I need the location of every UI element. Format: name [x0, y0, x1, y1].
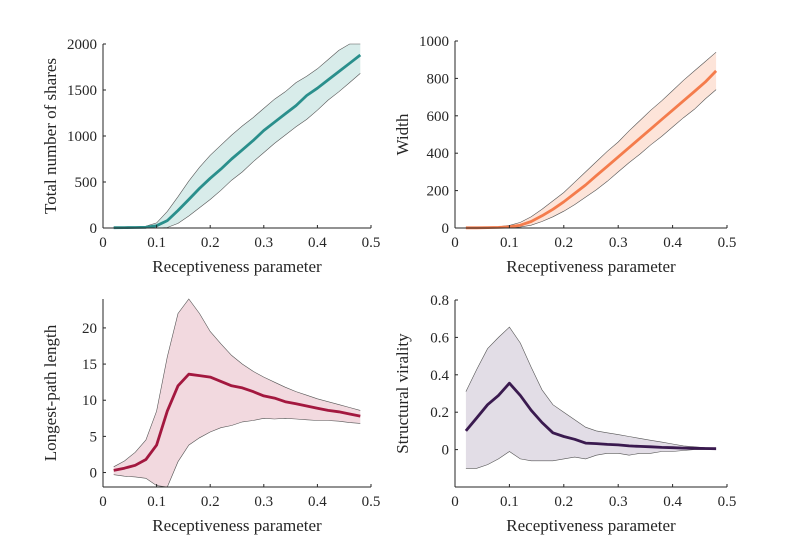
y-tick-label: 2000 — [67, 37, 97, 53]
x-tick-label: 0.4 — [663, 494, 682, 510]
x-tick-label: 0.3 — [609, 494, 628, 510]
x-tick-label: 0.1 — [500, 235, 519, 251]
y-tick-label: 0.6 — [430, 330, 449, 346]
x-tick-label: 0.2 — [201, 494, 220, 510]
x-tick-label: 0 — [451, 494, 459, 510]
x-tick-label: 0.2 — [554, 494, 573, 510]
x-tick-label: 0 — [99, 494, 107, 510]
x-tick-label: 0.5 — [362, 494, 381, 510]
x-tick-label: 0 — [451, 235, 459, 251]
x-tick-label: 0.2 — [554, 235, 573, 251]
x-tick-label: 0.4 — [663, 235, 682, 251]
band-upper-edge — [465, 326, 717, 449]
mean-line — [113, 53, 362, 230]
x-axis-label: Receptiveness parameter — [152, 257, 322, 276]
y-tick-label: 500 — [75, 175, 98, 191]
y-tick-label: 1500 — [67, 83, 97, 99]
x-axis-label: Receptiveness parameter — [152, 516, 322, 535]
y-tick-label: 0 — [90, 221, 98, 237]
y-tick-label: 0.4 — [430, 368, 449, 384]
x-tick-label: 0.1 — [147, 235, 166, 251]
x-tick-label: 0.5 — [362, 235, 381, 251]
x-tick-label: 0.3 — [254, 494, 273, 510]
x-tick-label: 0.1 — [500, 494, 519, 510]
x-tick-label: 0.4 — [308, 494, 327, 510]
y-tick-label: 10 — [82, 393, 97, 409]
band-lower-edge — [113, 417, 361, 488]
y-tick-label: 800 — [427, 71, 450, 87]
y-tick-label: 0.2 — [430, 405, 449, 421]
confidence-band — [113, 44, 361, 228]
y-axis-label: Structural virality — [393, 333, 412, 454]
y-tick-label: 15 — [82, 357, 97, 373]
panel-longest-path: 0 0.1 0.2 0.3 0.4 0.5 0 5 10 15 20 Receptiveness pa… — [41, 298, 381, 535]
y-axis-label: Width — [393, 113, 412, 155]
confidence-band — [465, 52, 717, 229]
x-tick-label: 0.3 — [609, 235, 628, 251]
band-upper-edge — [465, 51, 717, 228]
y-tick-label: 200 — [427, 184, 450, 200]
band-upper-edge — [113, 43, 361, 228]
x-tick-label: 0.3 — [254, 235, 273, 251]
y-tick-label: 600 — [427, 109, 450, 125]
panel-width: 0 0.1 0.2 0.3 0.4 0.5 0 200 400 600 800 1000 Recepti… — [393, 34, 736, 276]
x-tick-label: 0.2 — [201, 235, 220, 251]
band-lower-edge — [465, 449, 717, 469]
x-tick-label: 0.5 — [718, 235, 737, 251]
band-upper-edge — [113, 298, 361, 468]
y-tick-label: 0.8 — [430, 293, 449, 309]
panel-total-shares: 0 0.1 0.2 0.3 0.4 0.5 0 500 1000 1500 2000 Receptiv… — [41, 37, 380, 276]
mean-line — [464, 381, 717, 451]
y-tick-label: 400 — [427, 146, 450, 162]
mean-line — [113, 372, 361, 472]
y-tick-label: 5 — [90, 429, 98, 445]
y-tick-label: 0 — [90, 466, 98, 482]
panel-structural-virality: 0 0.1 0.2 0.3 0.4 0.5 0 0.2 0.4 0.6 0.8 Receptivene… — [393, 293, 736, 535]
confidence-band — [465, 327, 717, 469]
x-tick-label: 0.5 — [718, 494, 737, 510]
y-axis-label: Total number of shares — [41, 58, 60, 214]
x-tick-label: 0.4 — [308, 235, 327, 251]
y-tick-label: 1000 — [67, 129, 97, 145]
x-tick-label: 0.1 — [147, 494, 166, 510]
y-tick-label: 20 — [82, 321, 97, 337]
y-axis-label: Longest-path length — [41, 324, 60, 461]
y-tick-label: 0 — [442, 221, 450, 237]
confidence-band — [113, 299, 361, 487]
x-axis-label: Receptiveness parameter — [506, 257, 676, 276]
mean-line — [465, 69, 718, 230]
y-tick-label: 1000 — [419, 34, 449, 50]
y-tick-label: 0 — [442, 443, 450, 459]
x-tick-label: 0 — [99, 235, 107, 251]
x-axis-label: Receptiveness parameter — [506, 516, 676, 535]
